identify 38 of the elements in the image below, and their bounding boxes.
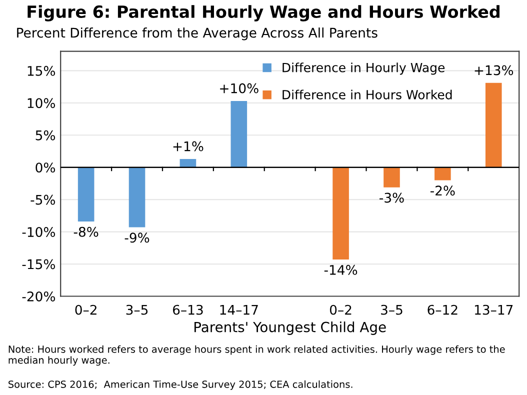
x-tick-label: 0–2 [330, 304, 352, 315]
legend-label: Difference in Hourly Wage [282, 62, 445, 75]
data-label: -3% [380, 192, 404, 203]
y-tick-label: -10% [22, 227, 56, 238]
chart-subtitle: Percent Difference from the Average Across All Parents [17, 28, 378, 40]
data-label: +10% [220, 83, 258, 94]
bar [128, 167, 146, 228]
x-tick-label: 6–12 [428, 304, 458, 315]
x-tick-label: 13–17 [474, 304, 513, 315]
bar [434, 167, 451, 180]
source-note: Source: CPS 2016; American Time-Use Survey 2015; CEA calculations. [8, 380, 352, 390]
y-tick-label: 10% [28, 98, 56, 108]
bar [78, 167, 94, 222]
y-tick-label: 5% [36, 130, 56, 140]
data-label: -8% [74, 226, 98, 237]
y-tick-label: -15% [22, 259, 56, 270]
bar [485, 82, 502, 168]
bar [332, 167, 349, 260]
bar [384, 167, 400, 188]
chart-title: Figure 6: Parental Hourly Wage and Hours Worked [28, 5, 500, 22]
y-tick-label: -20% [22, 291, 56, 302]
data-label: -2% [430, 186, 455, 196]
text: Note: Hours worked refers to average hours spent in work related activities. Hourly wage refers to the median hourly wage. [8, 345, 505, 366]
data-label: +13% [474, 65, 514, 76]
y-tick-label: 0% [36, 162, 56, 173]
y-tick-label: -5% [30, 194, 56, 205]
bar [230, 100, 248, 168]
y-tick-label: 15% [28, 66, 56, 76]
x-tick-label: 0–2 [75, 304, 96, 315]
x-tick-label: 3–5 [126, 304, 148, 315]
x-tick-label: 3–5 [381, 304, 402, 315]
data-label: -9% [124, 232, 150, 243]
data-label: +1% [173, 141, 204, 152]
x-tick-label: 6–13 [172, 304, 203, 315]
data-label: -14% [324, 264, 358, 275]
legend-label: Difference in Hours Worked [282, 90, 452, 100]
x-axis-title: Parents' Youngest Child Age [194, 322, 386, 335]
x-tick-label: 14–17 [220, 304, 258, 315]
